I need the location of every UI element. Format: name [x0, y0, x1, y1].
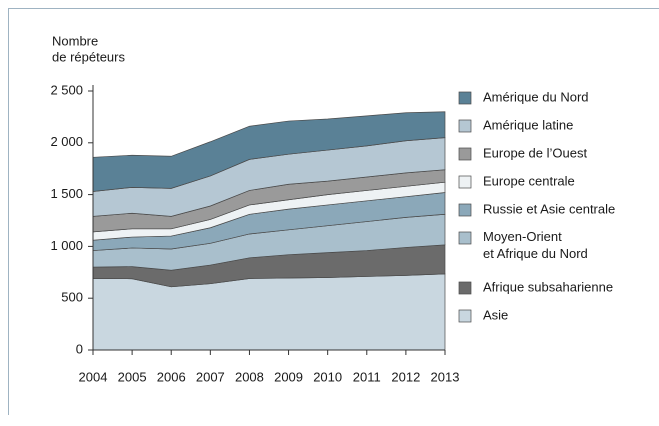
legend-label: Europe centrale: [483, 173, 575, 188]
legend-label: Amérique latine: [483, 117, 573, 132]
x-tick-label: 2010: [313, 369, 342, 384]
legend-swatch: [458, 231, 472, 245]
y-axis-title: de répéteurs: [52, 49, 125, 64]
y-tick-label: 0: [76, 341, 83, 356]
area: [92, 273, 446, 351]
legend-swatch: [458, 91, 472, 105]
x-tick-label: 2009: [274, 369, 303, 384]
x-tick-label: 2006: [157, 369, 186, 384]
x-tick-label: 2012: [391, 369, 420, 384]
legend-label: Amérique du Nord: [483, 89, 589, 104]
legend-swatch: [458, 119, 472, 133]
legend-label: Asie: [483, 307, 508, 322]
x-tick-label: 2007: [196, 369, 225, 384]
x-tick-label: 2013: [431, 369, 460, 384]
y-tick-label: 500: [61, 290, 83, 305]
legend-swatch: [458, 147, 472, 161]
x-tick-label: 2011: [353, 369, 381, 384]
legend-label: Moyen-Orient et Afrique du Nord: [483, 229, 588, 261]
y-axis-title: Nombre: [52, 33, 98, 48]
legend-label: Afrique subsaharienne: [483, 279, 613, 294]
legend-swatch: [458, 309, 472, 323]
legend-label: Europe de l’Ouest: [483, 145, 587, 160]
y-tick-label: 1 500: [50, 186, 83, 201]
legend-swatch: [458, 175, 472, 189]
x-tick-label: 2008: [235, 369, 264, 384]
y-tick-label: 1 000: [50, 238, 83, 253]
legend-swatch: [458, 203, 472, 217]
y-tick-label: 2 500: [50, 82, 83, 97]
x-tick-label: 2004: [79, 369, 108, 384]
x-tick-label: 2005: [118, 369, 147, 384]
y-tick-label: 2 000: [50, 134, 83, 149]
legend-label: Russie et Asie centrale: [483, 201, 615, 216]
area: [92, 111, 446, 192]
legend-swatch: [458, 281, 472, 295]
